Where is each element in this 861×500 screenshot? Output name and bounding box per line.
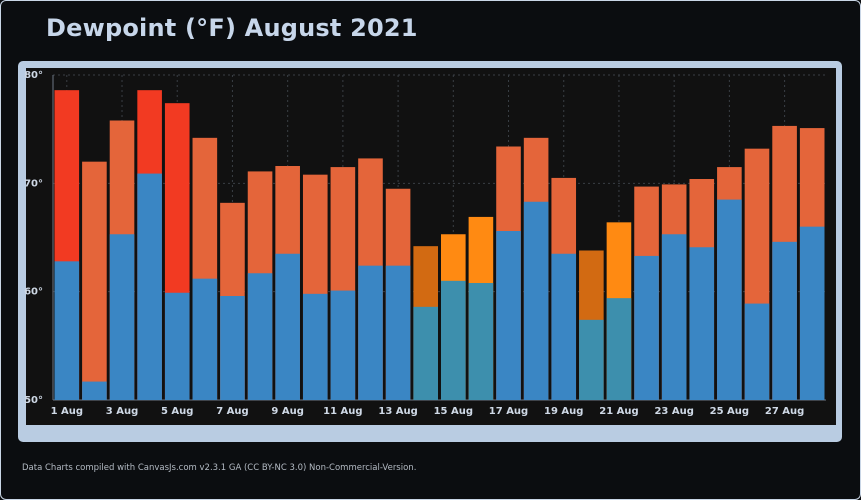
x-tick-label: 7 Aug — [216, 406, 248, 417]
x-tick-label: 17 Aug — [489, 406, 528, 417]
x-tick-label: 27 Aug — [765, 406, 804, 417]
y-tick-label: 80° — [24, 70, 43, 81]
x-tick-label: 1 Aug — [51, 406, 83, 417]
x-tick-label: 3 Aug — [106, 406, 138, 417]
bar-low — [220, 296, 245, 400]
y-axis-ticks: 50° 60° 70° 80° — [24, 70, 43, 406]
bar-low — [137, 173, 162, 400]
bar-low — [164, 292, 190, 400]
bar-low — [82, 381, 107, 400]
y-tick-label: 60° — [24, 287, 43, 298]
x-tick-label: 13 Aug — [378, 406, 417, 417]
x-tick-label: 21 Aug — [599, 406, 638, 417]
bar-low — [192, 278, 218, 400]
bar-low — [661, 234, 687, 400]
x-tick-label: 5 Aug — [161, 406, 193, 417]
bar-low — [109, 234, 135, 400]
bar-low — [54, 261, 80, 400]
bars — [54, 90, 825, 401]
bar-low — [799, 226, 825, 400]
y-tick-label: 70° — [24, 178, 43, 189]
footer-credit: Data Charts compiled with CanvasJs.com v… — [22, 463, 417, 473]
x-tick-label: 23 Aug — [654, 406, 693, 417]
bar-low — [579, 319, 604, 400]
x-tick-label: 19 Aug — [544, 406, 583, 417]
bar-low — [275, 253, 300, 400]
bar-low — [496, 231, 521, 400]
bar-low — [441, 280, 466, 400]
chart-title: Dewpoint (°F) August 2021 — [46, 14, 418, 42]
bar-low — [523, 201, 549, 400]
bar-low — [302, 293, 328, 400]
bar-low — [385, 265, 411, 400]
bar-low — [717, 199, 742, 400]
x-axis-ticks: 1 Aug 3 Aug 5 Aug 7 Aug 9 Aug 11 Aug 13 Aug 15 … — [51, 406, 805, 417]
x-tick-label: 11 Aug — [323, 406, 362, 417]
x-tick-label: 9 Aug — [271, 406, 303, 417]
bar-low — [744, 303, 770, 400]
y-tick-label: 50° — [24, 395, 43, 406]
bar-low — [413, 306, 438, 400]
bar-low — [772, 241, 797, 400]
bar-low — [551, 253, 577, 400]
bar-low — [247, 273, 273, 400]
bar-low — [689, 247, 715, 400]
bar-low — [358, 265, 383, 400]
bar-low — [606, 298, 632, 400]
x-tick-label: 15 Aug — [434, 406, 473, 417]
bar-low — [634, 255, 659, 400]
bar-low — [468, 283, 494, 400]
bar-low — [330, 290, 356, 400]
bar-high — [82, 161, 107, 400]
x-tick-label: 25 Aug — [710, 406, 749, 417]
